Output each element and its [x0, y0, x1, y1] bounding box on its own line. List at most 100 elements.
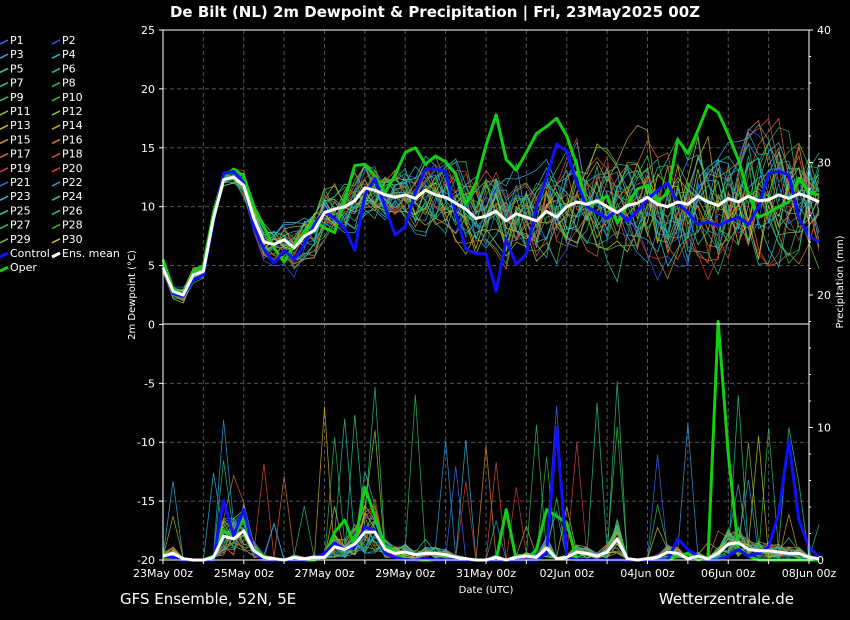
legend-label: P7	[10, 77, 24, 90]
left-tick-label: 10	[141, 201, 155, 214]
legend-label: P3	[10, 48, 24, 61]
legend-label: P23	[10, 190, 31, 203]
legend-label: P15	[10, 133, 31, 146]
legend-swatch	[51, 138, 61, 145]
x-tick-label: 06Jun 00z	[701, 567, 756, 580]
left-tick-label: -20	[137, 554, 155, 567]
right-tick-label: 40	[817, 24, 831, 37]
legend-label: P26	[62, 204, 83, 217]
x-tick-label: 04Jun 00z	[620, 567, 675, 580]
legend-swatch	[0, 124, 9, 130]
legend-label: P24	[62, 190, 83, 203]
legend-label: P6	[62, 62, 76, 75]
legend-label: P18	[62, 148, 83, 161]
left-tick-label: 25	[141, 24, 155, 37]
legend-swatch	[51, 251, 61, 259]
legend-label: P5	[10, 62, 24, 75]
member-precipitation-line	[162, 394, 820, 561]
legend-label: P4	[62, 48, 76, 61]
y-axis-right-label: Precipitation (mm)	[835, 235, 846, 328]
legend-label: P25	[10, 204, 31, 217]
member-dewpoint-line	[162, 141, 820, 292]
legend-swatch	[51, 181, 61, 187]
legend-swatch	[0, 265, 9, 273]
legend-swatch	[51, 81, 61, 88]
left-tick-label: -15	[137, 495, 155, 508]
legend-label: P14	[62, 119, 83, 132]
legend-label: Control	[10, 247, 50, 260]
legend-swatch	[0, 67, 9, 74]
legend-swatch	[51, 39, 61, 45]
oper-precipitation-line	[162, 320, 820, 562]
legend-swatch	[51, 53, 61, 59]
x-axis-label: Date (UTC)	[459, 585, 514, 596]
legend-swatch	[51, 96, 61, 102]
member-dewpoint-line	[162, 170, 820, 293]
left-tick-label: 5	[148, 260, 155, 273]
member-dewpoint-line	[162, 158, 820, 296]
member-precipitation-line	[162, 419, 820, 561]
legend-swatch	[51, 238, 61, 244]
x-tick-label: 23May 00z	[133, 567, 193, 580]
x-tick-label: 29May 00z	[375, 567, 435, 580]
legend-swatch	[51, 152, 61, 159]
legend-label: P8	[62, 77, 76, 90]
right-tick-label: 0	[817, 554, 824, 567]
member-precipitation-line	[162, 445, 820, 561]
legend-swatch	[51, 124, 61, 130]
legend-swatch	[51, 167, 61, 173]
legend-swatch	[0, 238, 9, 244]
legend-label: Oper	[10, 261, 37, 274]
legend-swatch	[0, 152, 9, 159]
legend-swatch	[0, 110, 9, 116]
legend-swatch	[0, 138, 9, 145]
right-tick-label: 30	[817, 157, 831, 170]
legend-swatch	[0, 53, 9, 59]
legend-label: P1	[10, 34, 24, 47]
legend-label: P19	[10, 162, 31, 175]
legend-label: P9	[10, 91, 24, 104]
member-dewpoint-line	[162, 143, 820, 304]
legend-swatch	[51, 110, 61, 116]
legend-label: P22	[62, 176, 83, 189]
member-precipitation-line	[162, 386, 820, 561]
member-dewpoint-line	[162, 162, 820, 294]
legend-label: P2	[62, 34, 76, 47]
legend-swatch	[0, 39, 9, 45]
x-tick-label: 08Jun 00z	[782, 567, 837, 580]
legend-swatch	[51, 209, 61, 216]
legend-label: P29	[10, 233, 31, 246]
legend-swatch	[0, 81, 9, 88]
legend: P1 P2 P3 P4 P5 P6 P7 P8 P9 P10 P11 P12 P13 P14 P15 P16 P…	[0, 34, 120, 274]
left-tick-label: -5	[144, 377, 155, 390]
left-tick-label: 20	[141, 83, 155, 96]
legend-label: P17	[10, 148, 31, 161]
left-tick-label: -10	[137, 436, 155, 449]
legend-swatch	[0, 195, 9, 201]
ens-mean-dewpoint-line	[161, 175, 820, 297]
legend-swatch	[0, 223, 9, 230]
axes: 25 20 15 10 5 0 -5 -10 -15 -20 40 30 20 10 0 23May 00z 2…	[133, 24, 836, 580]
legend-swatch	[0, 181, 9, 187]
legend-label: P10	[62, 91, 83, 104]
legend-label: P13	[10, 119, 31, 132]
legend-swatch	[51, 195, 61, 201]
legend-label: P30	[62, 233, 83, 246]
chart-title: De Bilt (NL) 2m Dewpoint & Precipitation…	[170, 3, 700, 22]
legend-label: P28	[62, 219, 83, 232]
x-tick-label: 25May 00z	[214, 567, 274, 580]
footer-source-left: GFS Ensemble, 52N, 5E	[120, 590, 296, 608]
legend-label: P16	[62, 133, 83, 146]
legend-label: P20	[62, 162, 83, 175]
footer-source-right: Wetterzentrale.de	[659, 590, 794, 608]
x-tick-label: 31May 00z	[456, 567, 516, 580]
legend-label: P21	[10, 176, 31, 189]
left-tick-label: 15	[141, 142, 155, 155]
member-dewpoint-line	[162, 162, 820, 298]
legend-label: P11	[10, 105, 31, 118]
control-dewpoint-line	[161, 142, 820, 298]
y-axis-left-label: 2m Dewpoint (°C)	[127, 250, 138, 340]
legend-label: P12	[62, 105, 83, 118]
legend-swatch	[0, 209, 9, 216]
